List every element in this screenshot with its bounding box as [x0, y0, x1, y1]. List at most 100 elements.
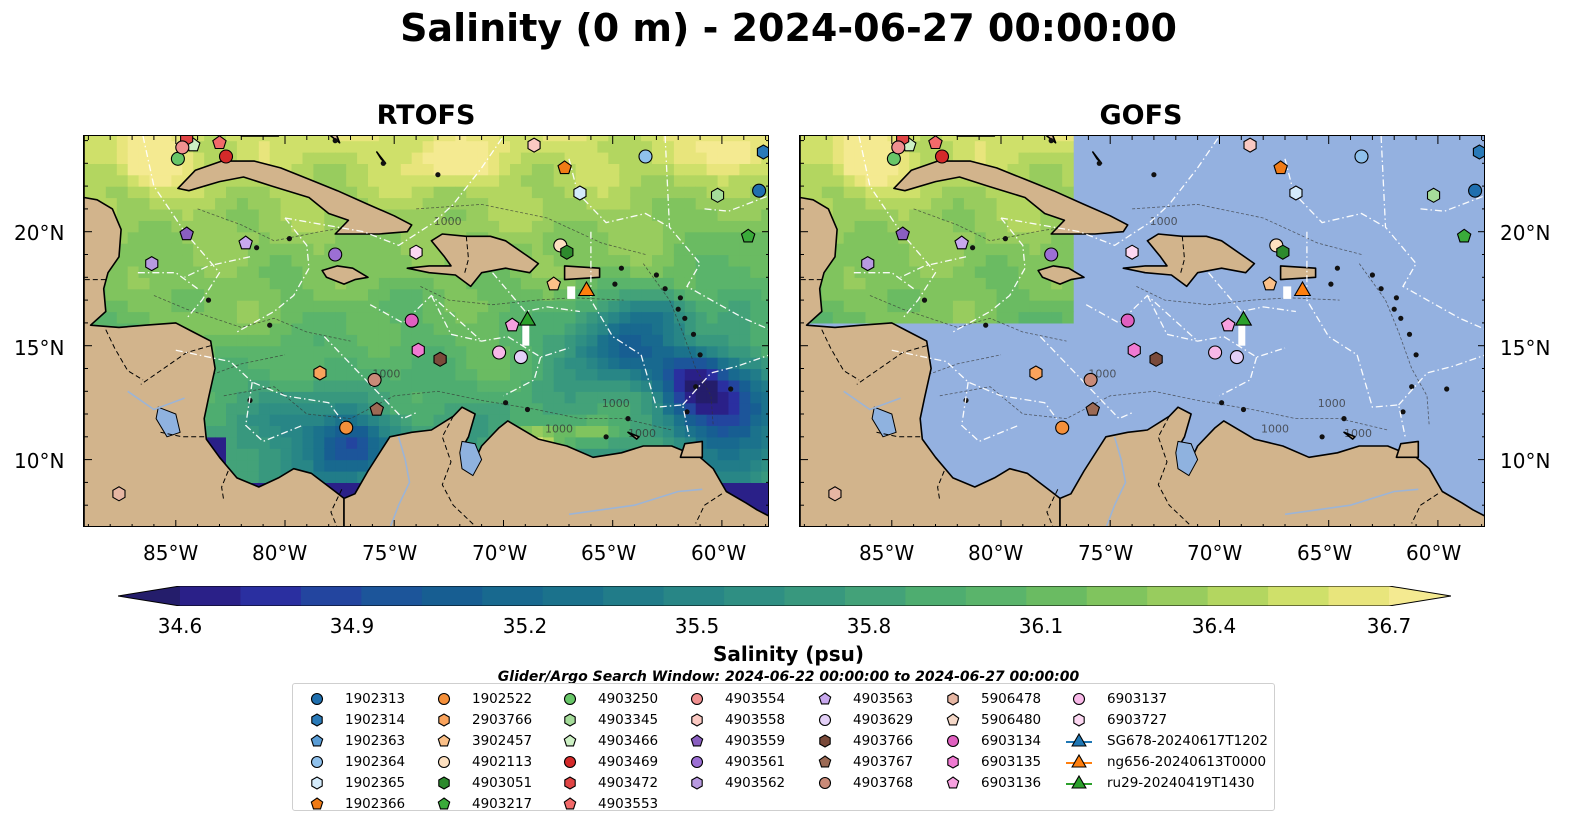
legend-item[interactable]: 4903466 [556, 730, 658, 751]
marker-4903768[interactable] [1083, 372, 1098, 387]
legend-item[interactable]: 4903558 [683, 709, 785, 730]
map-panel-gofs[interactable]: 1000 1000 1000 1000 1000 [799, 135, 1485, 527]
marker-3902457[interactable] [1262, 276, 1278, 291]
legend-item[interactable]: 5906480 [939, 709, 1041, 730]
marker-2903766[interactable] [1029, 365, 1043, 381]
legend-item[interactable]: 6903135 [939, 751, 1041, 772]
legend-item[interactable]: 1902365 [303, 772, 405, 793]
marker-2903766[interactable] [313, 365, 327, 381]
legend-item[interactable]: 4903563 [811, 688, 913, 709]
marker-4903051[interactable] [560, 244, 574, 260]
legend-item[interactable]: 4903469 [556, 751, 658, 772]
marker-6903134[interactable] [404, 313, 419, 328]
legend-item[interactable]: 4903472 [556, 772, 658, 793]
legend-item[interactable]: 4903629 [811, 709, 913, 730]
marker-4903217[interactable] [1456, 228, 1472, 243]
marker-3902457[interactable] [546, 276, 562, 291]
marker-4903768[interactable] [367, 372, 382, 387]
marker-4903562[interactable] [145, 255, 159, 272]
legend-item[interactable]: 1902313 [303, 688, 405, 709]
legend-item[interactable]: 2903766 [430, 709, 532, 730]
map-panel-rtofs[interactable]: 1000 1000 1000 1000 1000 [83, 135, 769, 527]
legend-item[interactable]: ru29-20240419T1430 [1065, 772, 1268, 793]
marker-1902364[interactable] [1354, 149, 1369, 164]
legend-item[interactable]: SG678-20240617T1202 [1065, 730, 1268, 751]
legend-item[interactable]: 4903051 [430, 772, 532, 793]
legend-item[interactable]: 4903561 [683, 751, 785, 772]
marker-6903136[interactable] [1220, 317, 1236, 332]
legend-item[interactable]: 6903137 [1065, 688, 1268, 709]
marker-1902365[interactable] [1289, 185, 1303, 201]
marker-1902522[interactable] [1055, 420, 1070, 435]
marker-1902365[interactable] [573, 185, 587, 201]
marker-1902522[interactable] [339, 420, 354, 435]
marker-6903727[interactable] [1125, 244, 1139, 260]
legend-item[interactable]: 1902364 [303, 751, 405, 772]
marker-4903767[interactable] [1085, 401, 1101, 416]
marker-4903554[interactable] [891, 140, 906, 155]
marker-4903766[interactable] [433, 351, 447, 367]
legend-item[interactable]: 4903217 [430, 793, 532, 814]
marker-4903563[interactable] [238, 235, 253, 250]
marker-6903135[interactable] [411, 342, 425, 358]
legend-item[interactable]: 3902457 [430, 730, 532, 751]
marker-4903554[interactable] [175, 140, 190, 155]
marker-4903563[interactable] [954, 235, 969, 250]
legend-item[interactable]: 6903727 [1065, 709, 1268, 730]
legend-item[interactable]: 4903554 [683, 688, 785, 709]
marker-5906478[interactable] [828, 486, 842, 502]
marker-4903345[interactable] [1426, 187, 1441, 203]
legend-item[interactable]: 1902366 [303, 793, 405, 814]
marker-ru29-20240419T1430[interactable] [1234, 310, 1253, 326]
marker-1902314[interactable] [1472, 144, 1485, 160]
marker-6903134[interactable] [1120, 313, 1135, 328]
legend-item[interactable]: 1902363 [303, 730, 405, 751]
marker-4903345[interactable] [710, 187, 725, 203]
marker-4903558[interactable] [527, 137, 541, 153]
marker-4903553[interactable] [928, 136, 943, 150]
legend-item[interactable]: 4903562 [683, 772, 785, 793]
marker-1902364[interactable] [638, 149, 653, 164]
legend-item[interactable]: 4903766 [811, 730, 913, 751]
marker-1902313[interactable] [1468, 183, 1483, 198]
marker-4903469[interactable] [218, 149, 234, 164]
legend-item[interactable]: 6903136 [939, 772, 1041, 793]
marker-4903469[interactable] [934, 149, 950, 164]
marker-1902313[interactable] [752, 183, 767, 198]
legend-item[interactable]: 4903768 [811, 772, 913, 793]
marker-4903767[interactable] [369, 401, 385, 416]
marker-ng656-20240613T0000[interactable] [1293, 280, 1312, 297]
marker-1902366[interactable] [557, 160, 572, 175]
marker-4903559[interactable] [895, 226, 910, 241]
legend-item[interactable]: ng656-20240613T0000 [1065, 751, 1268, 772]
marker-4903629[interactable] [513, 350, 528, 365]
legend-item[interactable]: 4903559 [683, 730, 785, 751]
legend-item[interactable]: 6903134 [939, 730, 1041, 751]
marker-6903136[interactable] [504, 317, 520, 332]
marker-4903629[interactable] [1229, 350, 1244, 365]
marker-ng656-20240613T0000[interactable] [577, 280, 596, 297]
marker-ru29-20240419T1430[interactable] [518, 310, 537, 326]
marker-5906478[interactable] [112, 486, 126, 502]
marker-4903217[interactable] [740, 228, 756, 243]
marker-1902314[interactable] [756, 144, 769, 160]
marker-6903137[interactable] [1208, 345, 1223, 360]
marker-4903561[interactable] [1044, 247, 1059, 262]
legend-item[interactable]: 4903345 [556, 709, 658, 730]
marker-6903727[interactable] [409, 244, 423, 260]
marker-6903137[interactable] [492, 345, 507, 360]
marker-4903051[interactable] [1276, 244, 1290, 260]
marker-6903135[interactable] [1127, 342, 1141, 358]
marker-4903562[interactable] [861, 255, 875, 272]
legend-item[interactable]: 5906478 [939, 688, 1041, 709]
marker-4903558[interactable] [1243, 137, 1257, 153]
legend-item[interactable]: 4903767 [811, 751, 913, 772]
legend-item[interactable]: 4903553 [556, 793, 658, 814]
legend-item[interactable]: 4902113 [430, 751, 532, 772]
marker-1902366[interactable] [1273, 160, 1288, 175]
marker-4903559[interactable] [179, 226, 194, 241]
legend-item[interactable]: 1902314 [303, 709, 405, 730]
marker-4903553[interactable] [212, 136, 227, 150]
marker-4903766[interactable] [1149, 351, 1163, 367]
marker-4903561[interactable] [328, 247, 343, 262]
